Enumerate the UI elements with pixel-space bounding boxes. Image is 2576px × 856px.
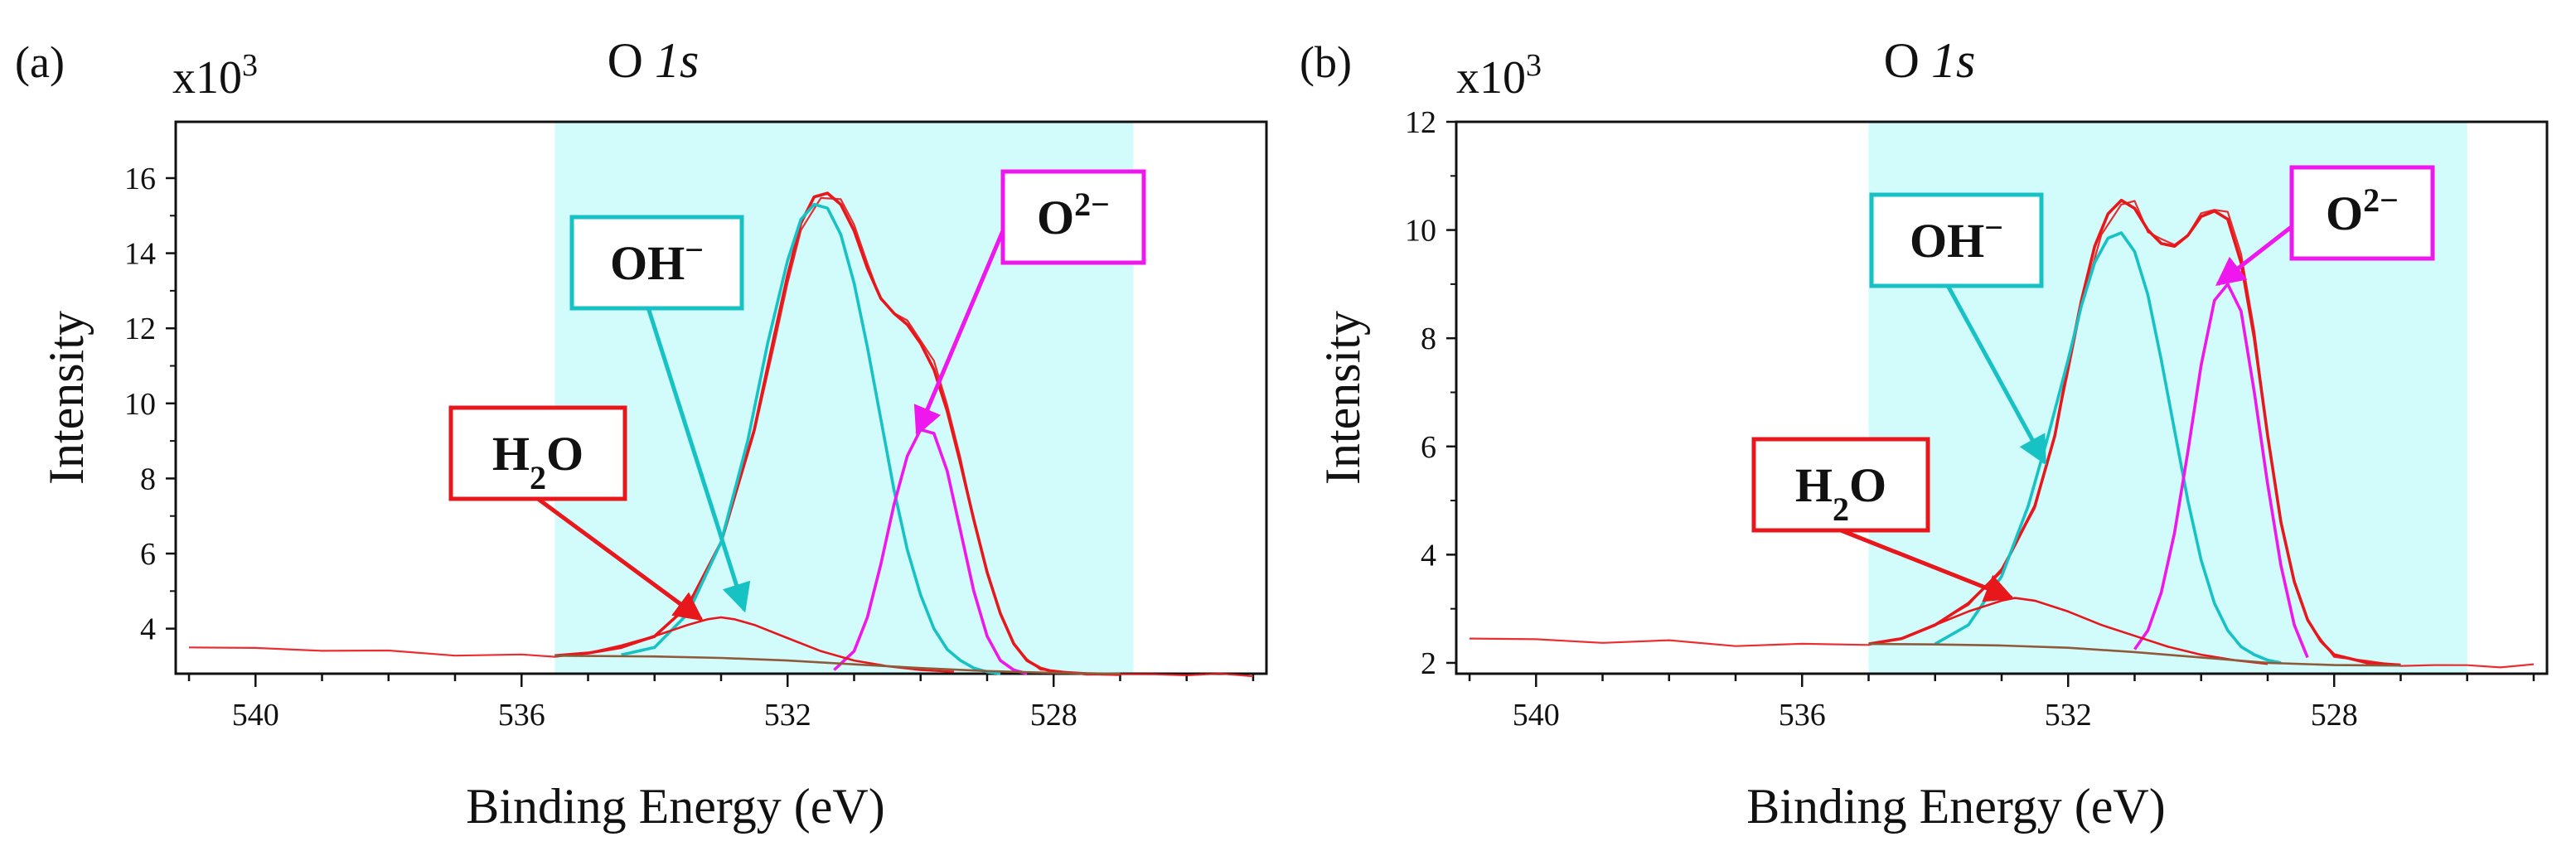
y-tick-label: 12 (124, 312, 156, 346)
y-tick-label: 8 (140, 462, 156, 496)
y-multiplier-base: x10 (1456, 52, 1526, 104)
callout-subscript: 2 (530, 459, 546, 496)
h2o-callout-box (1751, 437, 1930, 533)
x-tick-label: 532 (2045, 698, 2092, 733)
oh-callout-box (1869, 192, 2044, 288)
h2o-callout-arrow (1840, 528, 2015, 602)
y-tick-label: 8 (1421, 322, 1436, 356)
y-multiplier-exponent: 3 (1526, 48, 1542, 83)
o2-callout-arrow (2215, 225, 2293, 287)
o2-callout-label: O2− (1037, 186, 1110, 245)
callout-main-text: H (492, 427, 530, 481)
y-multiplier: x103 (172, 48, 258, 104)
callout-superscript: 2− (1074, 186, 1110, 223)
h2o-component-line (554, 616, 954, 673)
callout-main-text: H (1795, 458, 1833, 512)
callout-main-text: OH (1910, 214, 1984, 268)
callout-superscript: 2− (2363, 181, 2399, 219)
h2o-component-line (1868, 597, 2269, 665)
x-axis-label: Binding Energy (eV) (466, 779, 884, 834)
callout-main-text: O (2326, 186, 2363, 240)
title-orbital: 1s (1931, 33, 1975, 88)
chart-title: O 1s (608, 33, 700, 88)
callout-tail-text: O (1849, 458, 1886, 512)
y-tick-label: 10 (124, 387, 156, 422)
h2o-callout-box (448, 405, 627, 501)
y-tick-label: 10 (1405, 214, 1436, 249)
x-tick-label: 540 (232, 698, 279, 733)
callout-main-text: O (1037, 191, 1074, 244)
background-line (1868, 642, 2401, 667)
oh-component-line (621, 202, 1001, 675)
background-line (554, 655, 1121, 675)
y-tick-label: 4 (1421, 538, 1436, 573)
oh-component-line (1934, 231, 2282, 665)
y-multiplier-exponent: 3 (242, 48, 258, 83)
y-multiplier: x103 (1456, 48, 1542, 104)
oh-callout-arrow (646, 307, 751, 613)
oh-callout-box (569, 215, 744, 311)
x-axis-label: Binding Energy (eV) (1746, 779, 2165, 834)
title-element: O (608, 33, 643, 88)
panel-label: (b) (1300, 37, 1352, 87)
fit-envelope-line (1868, 198, 2401, 667)
y-tick-label: 6 (140, 537, 156, 572)
y-axis-label: Intensity (1315, 311, 1370, 485)
oh-callout-arrow (1946, 284, 2047, 466)
oh-callout-label: OH− (610, 231, 704, 291)
y-axis-label: Intensity (39, 311, 94, 485)
y-tick-label: 2 (1421, 646, 1436, 681)
callout-superscript: − (1984, 209, 2003, 246)
o2-callout-box (1000, 169, 1146, 265)
x-tick-label: 540 (1513, 698, 1560, 733)
o2-callout-arrow (913, 230, 1005, 437)
y-tick-label: 16 (124, 162, 156, 196)
y-tick-label: 12 (1405, 105, 1436, 140)
y-multiplier-base: x10 (172, 52, 242, 104)
y-tick-label: 4 (140, 612, 156, 647)
o2-callout-box (2289, 165, 2435, 261)
callout-subscript: 2 (1833, 491, 1849, 528)
h2o-callout-label: H2O (1795, 458, 1886, 528)
o2-callout-label: O2− (2326, 181, 2399, 241)
x-tick-label: 536 (1779, 698, 1826, 733)
y-tick-label: 6 (1421, 430, 1436, 465)
title-orbital: 1s (655, 33, 699, 88)
callout-main-text: OH (610, 236, 685, 290)
title-element: O (1884, 33, 1920, 88)
x-tick-label: 528 (2311, 698, 2358, 733)
callout-superscript: − (685, 231, 704, 268)
x-tick-label: 528 (1030, 698, 1077, 733)
y-tick-label: 14 (124, 237, 156, 272)
o2-component-line (2133, 283, 2309, 659)
panel-label: (a) (15, 37, 65, 87)
h2o-callout-label: H2O (492, 427, 583, 496)
callout-tail-text: O (546, 427, 583, 481)
oh-callout-label: OH− (1910, 209, 2003, 268)
chart-title: O 1s (1884, 33, 1976, 88)
x-tick-label: 536 (498, 698, 545, 733)
h2o-callout-arrow (536, 496, 704, 621)
x-tick-label: 532 (764, 698, 811, 733)
